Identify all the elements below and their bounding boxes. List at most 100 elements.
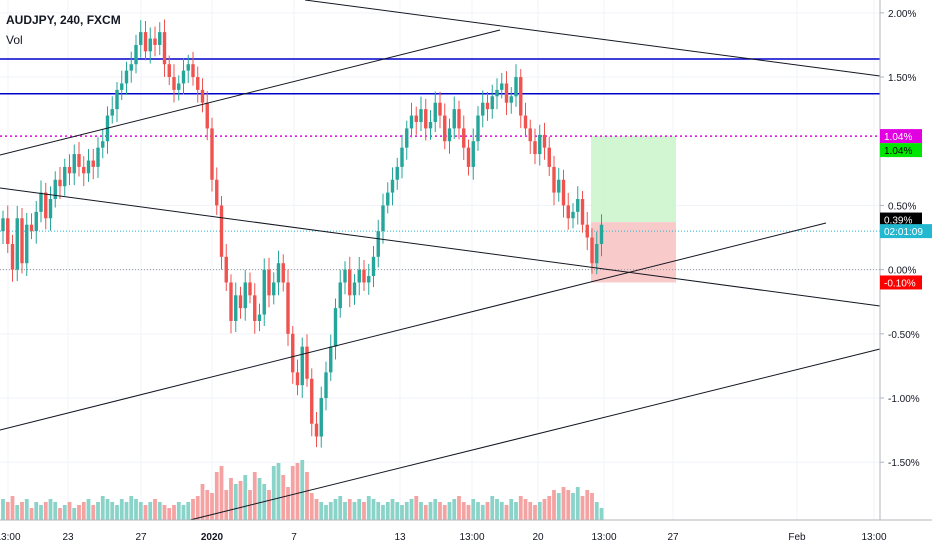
candle-body-79: [376, 231, 380, 257]
candle-body-38: [181, 70, 186, 84]
candle-body-123: [585, 224, 589, 238]
candle-body-86: [409, 115, 414, 129]
volume-bar-15: [72, 508, 77, 520]
candle-body-28: [134, 44, 138, 65]
volume-bar-94: [447, 502, 452, 520]
candle-body-68: [324, 372, 328, 399]
volume-bar-72: [343, 502, 347, 520]
volume-bar-7: [34, 502, 39, 520]
volume-bar-58: [276, 463, 281, 520]
candle-body-115: [547, 147, 551, 167]
volume-bar-69: [328, 502, 333, 520]
take-profit-zone[interactable]: [591, 136, 676, 223]
volume-bar-29: [138, 502, 143, 520]
candle-body-13: [63, 166, 67, 187]
candle-body-121: [576, 199, 580, 212]
candle-body-7: [34, 211, 38, 232]
volume-bar-105: [499, 502, 504, 520]
candle-body-33: [158, 32, 162, 45]
price-tag-label-2: 0.39%: [884, 216, 912, 227]
volume-bar-42: [200, 484, 205, 520]
volume-bar-21: [100, 496, 105, 520]
volume-bar-113: [537, 502, 542, 520]
x-tick-label-3: 2020: [201, 532, 224, 543]
candle-body-64: [305, 346, 309, 379]
volume-bar-71: [338, 496, 343, 520]
volume-bar-31: [148, 502, 153, 520]
volume-bar-33: [157, 502, 162, 520]
volume-bar-112: [533, 505, 537, 520]
volume-bar-84: [400, 505, 404, 520]
volume-bar-106: [504, 505, 509, 520]
trendlines[interactable]: [0, 0, 881, 521]
volume-bar-81: [385, 502, 390, 520]
symbol-title[interactable]: AUDJPY, 240, FXCM: [6, 13, 121, 27]
x-tick-label-10: Feb: [788, 532, 806, 543]
candle-body-104: [495, 89, 499, 97]
horizontal-levels[interactable]: [0, 58, 880, 271]
candle-body-57: [272, 282, 276, 296]
volume-bar-19: [91, 505, 96, 520]
candle-body-110: [523, 115, 528, 129]
candle-body-83: [395, 166, 399, 180]
y-tick-labels: 2.00% 1.50% 0.50% 0.00% -0.50% -1.00% -1.50%: [880, 9, 920, 469]
volume-bar-88: [419, 502, 423, 520]
volume-bar-83: [395, 502, 400, 520]
volume-bar-35: [167, 508, 172, 520]
volume-bar-3: [15, 505, 20, 520]
volume-bar-101: [480, 505, 485, 520]
volume-bar-43: [205, 490, 210, 520]
candle-body-53: [253, 295, 257, 321]
volume-bar-44: [210, 493, 214, 520]
trendline-descending-top[interactable]: [304, 0, 881, 77]
candle-body-118: [561, 179, 566, 206]
candle-body-112: [533, 141, 537, 155]
volume-bar-2: [10, 496, 15, 520]
stop-loss-zone[interactable]: [591, 222, 676, 283]
volume-bar-4: [20, 502, 24, 520]
candle-body-36: [172, 77, 176, 90]
volume-bar-68: [324, 505, 328, 520]
y-tick-label-5: -1.00%: [888, 394, 920, 405]
trendline-ascending-low[interactable]: [189, 348, 881, 521]
candle-body-58: [276, 263, 281, 283]
candle-body-80: [381, 205, 385, 232]
price-tag-label-1: 1.04%: [884, 146, 912, 157]
volume-bar-34: [162, 505, 167, 520]
volume-bar-49: [233, 484, 238, 520]
candle-body-77: [367, 276, 371, 283]
candle-body-49: [234, 295, 238, 321]
candle-body-103: [490, 96, 494, 110]
position-tool[interactable]: [591, 136, 676, 283]
volume-bar-67: [319, 502, 324, 520]
candle-body-17: [82, 166, 86, 174]
trendline-upper-channel[interactable]: [0, 29, 501, 156]
volume-bar-76: [362, 502, 366, 520]
candle-body-12: [58, 179, 62, 187]
price-tags: 1.04% 1.04% 0.39%02:01:09 -0.10%: [880, 129, 932, 290]
volume-bar-73: [347, 499, 352, 520]
volume-bar-99: [471, 499, 476, 520]
volume-bar-86: [409, 499, 414, 520]
trendline-ascending-mid[interactable]: [0, 222, 827, 431]
volume-bar-32: [153, 499, 157, 520]
volume-bar-121: [575, 487, 580, 520]
volume-bar-64: [305, 472, 309, 520]
price-tag-label-3: 02:01:09: [884, 227, 923, 238]
candle-body-51: [243, 282, 247, 309]
volume-bar-20: [96, 502, 100, 520]
volume-indicator-label[interactable]: Vol: [6, 33, 23, 47]
volume-bar-22: [105, 499, 110, 520]
trendline-descending-mid[interactable]: [0, 187, 881, 307]
candle-body-119: [566, 205, 570, 219]
volume-bar-46: [219, 466, 224, 520]
candle-body-21: [101, 141, 105, 148]
candle-body-52: [248, 282, 252, 296]
volume-bar-26: [124, 502, 129, 520]
candle-body-41: [196, 77, 200, 90]
candle-body-0: [1, 218, 5, 232]
y-tick-label-4: -0.50%: [888, 330, 920, 341]
volume-bar-5: [24, 499, 29, 520]
